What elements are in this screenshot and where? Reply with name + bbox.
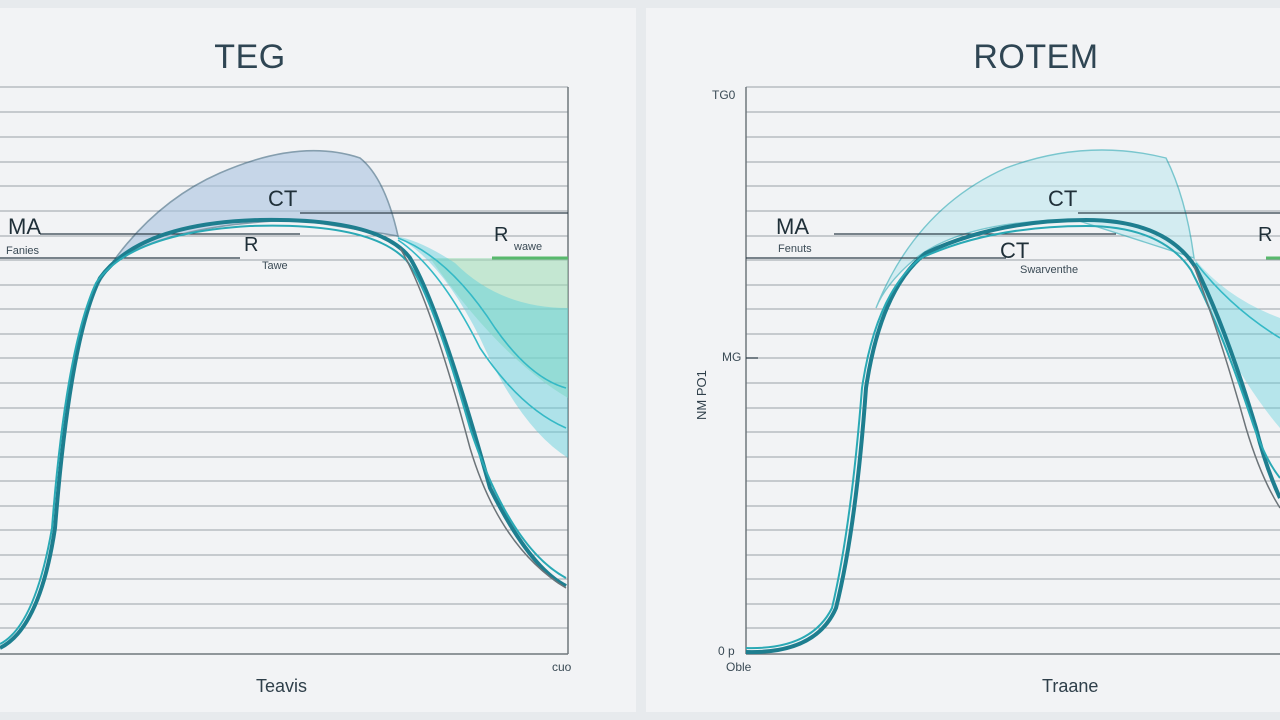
teg-r-right-sublabel: wawe xyxy=(514,241,543,253)
rotem-ct-top-label: CT xyxy=(1048,186,1078,211)
rotem-origin-label: 0 p xyxy=(718,644,735,658)
rotem-title: ROTEM xyxy=(973,38,1099,76)
rotem-r-label: R xyxy=(1258,224,1273,246)
rotem-curve-gray xyxy=(1193,265,1280,509)
rotem-top-left-label: TG0 xyxy=(712,88,736,102)
teg-curve-secondary xyxy=(0,224,567,645)
teg-r-right-label: R xyxy=(494,224,509,246)
rotem-ma-label: MA xyxy=(776,214,809,239)
teg-green-region xyxy=(430,258,568,398)
teg-blue-hump xyxy=(89,149,400,299)
teg-r-label: R xyxy=(244,234,259,256)
teg-ma-sublabel: Fanies xyxy=(6,245,40,257)
teg-panel: TEG xyxy=(0,8,636,712)
rotem-ct-mid-label: CT xyxy=(1000,238,1030,263)
teg-curve-cyan2 xyxy=(397,237,567,389)
teg-corner-x-label: cuo xyxy=(552,660,572,674)
rotem-ma-sublabel: Fenuts xyxy=(778,243,812,255)
rotem-curve-main xyxy=(745,217,1280,655)
teg-ma-label: MA xyxy=(8,214,41,239)
teg-x-axis-label: Teavis xyxy=(256,676,308,696)
rotem-plot xyxy=(745,86,1280,655)
rotem-panel: ROTEM xyxy=(646,8,1280,712)
rotem-x-axis-label: Traane xyxy=(1042,676,1099,696)
rotem-origin-sublabel: Oble xyxy=(726,660,752,674)
teg-ct-label: CT xyxy=(268,186,298,211)
teg-plot xyxy=(0,86,569,655)
rotem-curve-cyan xyxy=(1195,262,1280,339)
teg-title: TEG xyxy=(214,38,286,76)
teg-curve-cyan1 xyxy=(397,239,567,429)
teg-cyan-fan xyxy=(395,236,568,458)
teg-r-sublabel: Tawe xyxy=(262,260,288,272)
rotem-y-axis-label: NM PO1 xyxy=(694,370,709,420)
rotem-mg-label: MG xyxy=(722,350,742,364)
rotem-curve-secondary xyxy=(745,224,1280,650)
rotem-cyan-hump xyxy=(875,149,1195,309)
rotem-right-fan xyxy=(1194,258,1280,428)
rotem-ct-mid-sublabel: Swarventhe xyxy=(1020,264,1079,276)
teg-curve-gray xyxy=(399,247,567,589)
